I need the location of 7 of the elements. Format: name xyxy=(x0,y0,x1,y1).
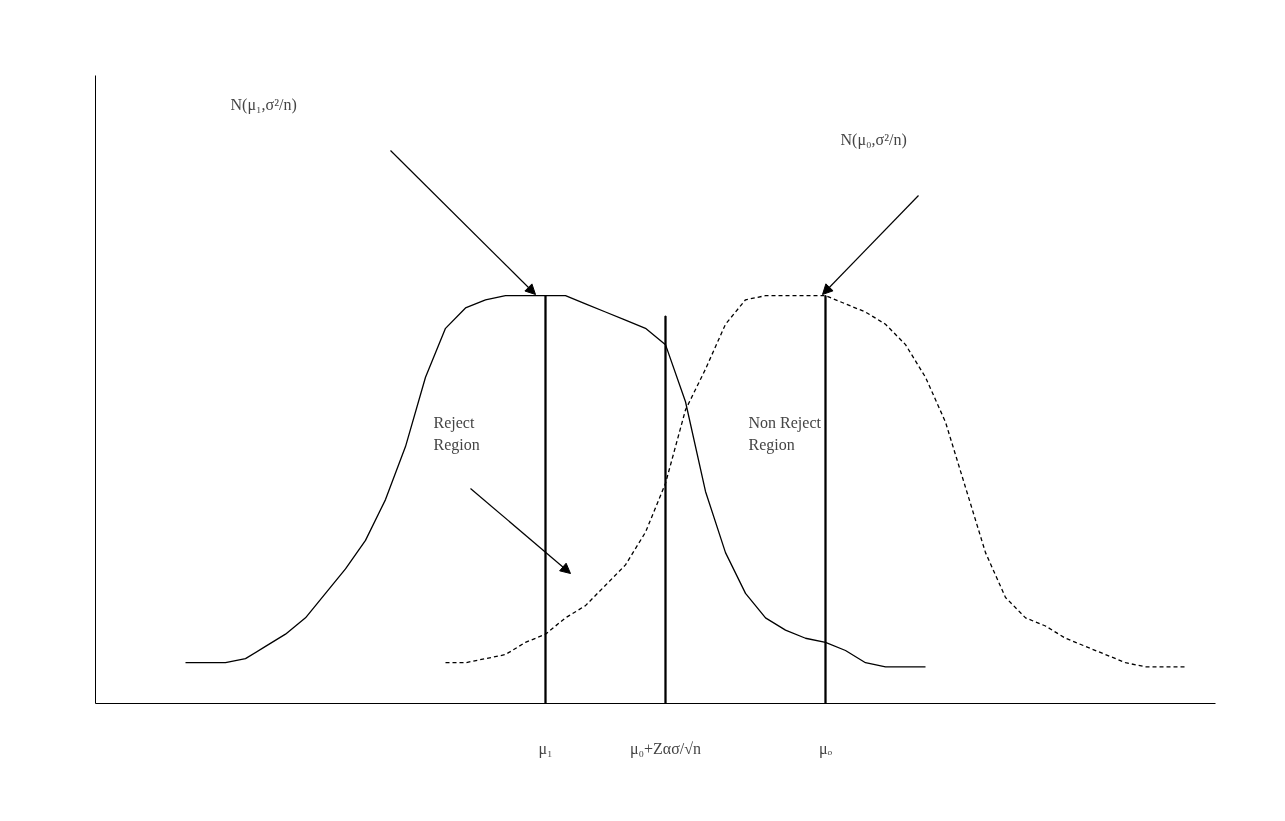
x-tick-label: μ₁ xyxy=(538,739,553,758)
text: N(μ₀,σ²/n) xyxy=(840,130,907,149)
annotation: Non Reject Region xyxy=(748,413,822,454)
annotation: Reject Region xyxy=(433,413,480,454)
x-tick-label: μₒ xyxy=(818,739,833,758)
x-tick-label: μ₀+Zασ/√n xyxy=(629,739,702,758)
text: N(μ₁,σ²/n) xyxy=(230,95,297,114)
